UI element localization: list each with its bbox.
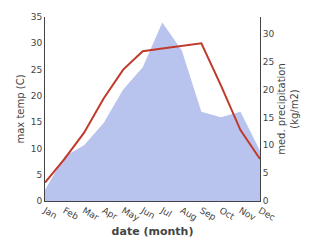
svg-text:Jul: Jul bbox=[158, 205, 173, 220]
svg-text:15: 15 bbox=[31, 117, 42, 127]
svg-text:Dec: Dec bbox=[257, 205, 277, 222]
svg-text:Feb: Feb bbox=[61, 205, 80, 222]
svg-text:0: 0 bbox=[263, 196, 269, 206]
svg-text:Oct: Oct bbox=[218, 205, 237, 222]
svg-text:20: 20 bbox=[263, 85, 275, 95]
svg-text:20: 20 bbox=[31, 91, 43, 101]
svg-text:Sep: Sep bbox=[198, 205, 218, 222]
svg-text:10: 10 bbox=[263, 140, 275, 150]
svg-text:5: 5 bbox=[263, 168, 269, 178]
svg-text:10: 10 bbox=[31, 144, 43, 154]
svg-text:Nov: Nov bbox=[237, 205, 258, 223]
svg-text:0: 0 bbox=[36, 196, 42, 206]
svg-text:Mar: Mar bbox=[81, 205, 101, 222]
svg-text:5: 5 bbox=[36, 170, 42, 180]
svg-text:max temp (C): max temp (C) bbox=[15, 74, 26, 143]
svg-text:Apr: Apr bbox=[100, 205, 119, 222]
svg-text:Jun: Jun bbox=[139, 205, 157, 221]
svg-text:Jan: Jan bbox=[41, 205, 59, 221]
svg-text:med. precipitation(kg/m2): med. precipitation(kg/m2) bbox=[276, 63, 300, 155]
svg-text:25: 25 bbox=[31, 65, 42, 75]
svg-text:15: 15 bbox=[263, 113, 274, 123]
svg-text:25: 25 bbox=[263, 57, 274, 67]
svg-text:date (month): date (month) bbox=[112, 225, 194, 238]
svg-text:30: 30 bbox=[263, 29, 275, 39]
svg-text:35: 35 bbox=[31, 12, 42, 22]
svg-text:30: 30 bbox=[31, 38, 43, 48]
svg-text:May: May bbox=[120, 205, 142, 223]
svg-text:Aug: Aug bbox=[179, 205, 199, 222]
